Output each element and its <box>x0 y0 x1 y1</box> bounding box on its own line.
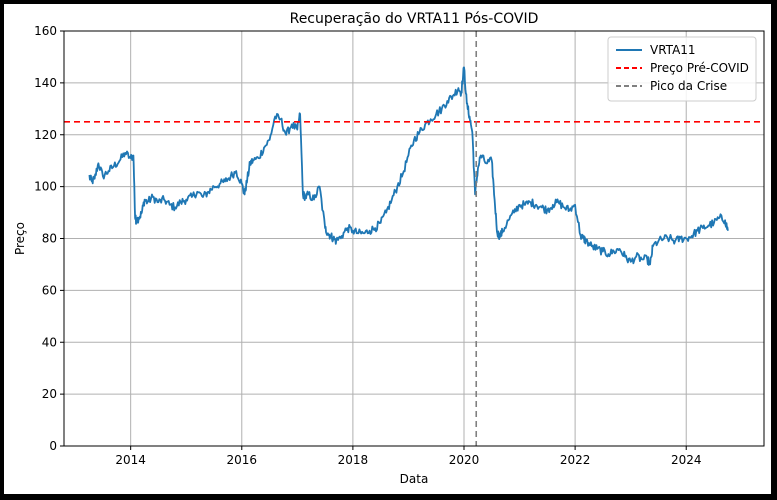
x-tick-label: 2014 <box>115 453 146 467</box>
line-chart: 0 20 40 60 80 100 120 140 160 2014 2016 2018 2020 202… <box>13 11 765 486</box>
series-layer <box>64 31 764 446</box>
legend: VRTA11 Preço Pré-COVID Pico da Crise <box>607 36 757 102</box>
y-tick-label: 60 <box>42 283 57 297</box>
ticks: 0 20 40 60 80 100 120 140 160 2014 2016 2018 2020 202… <box>34 24 701 467</box>
x-tick-label: 2016 <box>227 453 258 467</box>
x-tick-label: 2022 <box>560 453 591 467</box>
y-tick-label: 100 <box>34 180 57 194</box>
x-tick-label: 2020 <box>449 453 480 467</box>
series-line-vrta11 <box>88 66 729 266</box>
y-tick-label: 20 <box>42 387 57 401</box>
y-tick-label: 80 <box>42 232 57 246</box>
y-tick-label: 40 <box>42 335 57 349</box>
y-tick-label: 140 <box>34 76 57 90</box>
x-tick-label: 2018 <box>338 453 369 467</box>
legend-label-crisis-peak: Pico da Crise <box>650 79 727 93</box>
x-tick-label: 2024 <box>671 453 702 467</box>
y-tick-label: 120 <box>34 128 57 142</box>
chart-title: Recuperação do VRTA11 Pós-COVID <box>290 11 539 27</box>
y-tick-label: 160 <box>34 24 57 38</box>
x-axis-title: Data <box>400 472 429 486</box>
grid <box>64 30 764 447</box>
legend-label-vrta11: VRTA11 <box>650 43 696 57</box>
legend-label-pre-covid: Preço Pré-COVID <box>650 61 749 75</box>
y-tick-label: 0 <box>49 439 57 453</box>
legend-box <box>607 36 757 102</box>
chart-figure: 0 20 40 60 80 100 120 140 160 2014 2016 2018 2020 202… <box>4 4 771 494</box>
y-axis-title: Preço <box>13 222 27 255</box>
